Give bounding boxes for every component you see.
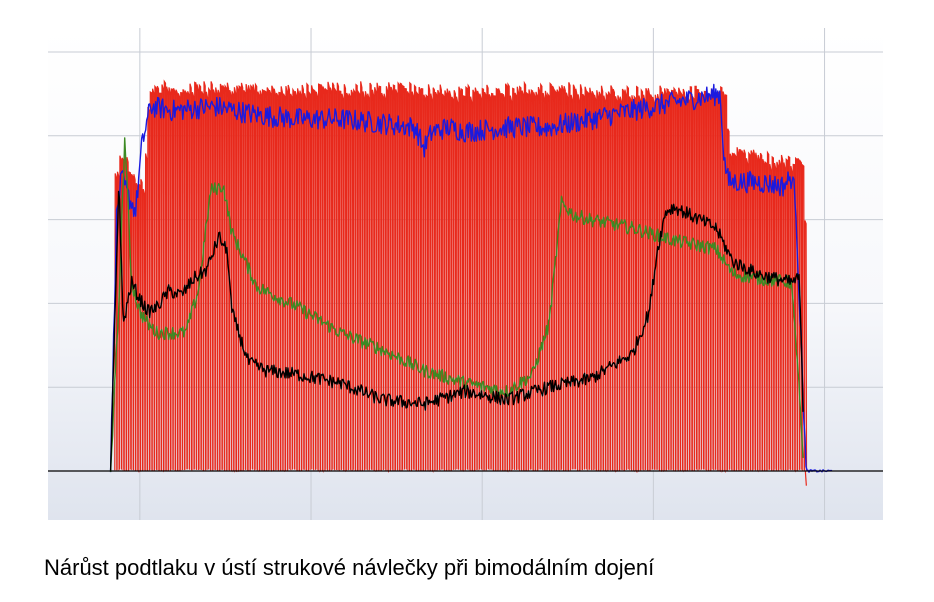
chart-svg bbox=[48, 28, 883, 520]
series-0-pulsation-line bbox=[114, 79, 808, 474]
series-layer bbox=[109, 79, 833, 486]
series-0-end-spike bbox=[804, 470, 807, 486]
series-3-line bbox=[109, 190, 804, 471]
series-2-line bbox=[109, 137, 804, 473]
chart bbox=[48, 28, 883, 520]
figure-caption: Nárůst podtlaku v ústí strukové návlečky… bbox=[44, 555, 655, 580]
series-1-line bbox=[109, 83, 833, 473]
